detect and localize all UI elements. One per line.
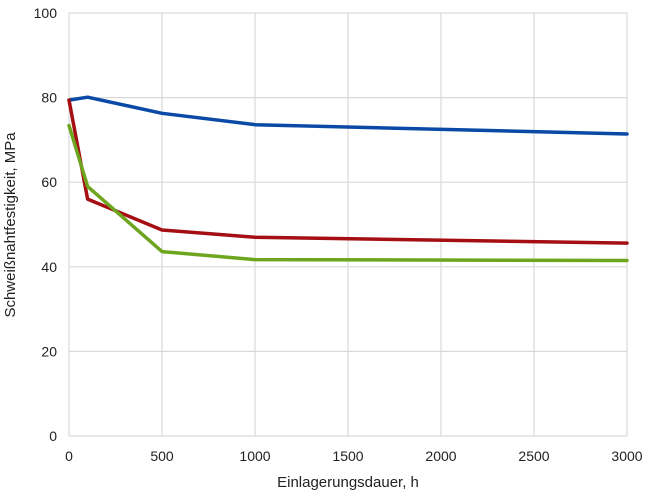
- y-axis-label: Schweißnahtfestigkeit, MPa: [2, 132, 19, 318]
- x-tick-label: 1000: [239, 448, 270, 464]
- x-tick-label: 2000: [425, 448, 456, 464]
- y-tick-label: 0: [49, 428, 57, 444]
- x-tick-label: 1500: [332, 448, 363, 464]
- x-tick-labels: 0 500 1000 1500 2000 2500 3000: [65, 448, 643, 464]
- x-axis-label: Einlagerungsdauer, h: [277, 474, 419, 491]
- y-tick-label: 20: [41, 343, 57, 359]
- series-lines: [67, 95, 629, 263]
- x-tick-label: 3000: [611, 448, 642, 464]
- x-tick-label: 0: [65, 448, 73, 464]
- y-tick-label: 60: [41, 174, 57, 190]
- series-line-3: [67, 123, 629, 263]
- y-tick-label: 80: [41, 90, 57, 106]
- y-tick-labels: 0 20 40 60 80 100: [34, 5, 58, 444]
- x-tick-label: 2500: [518, 448, 549, 464]
- grid: [68, 12, 628, 437]
- y-tick-label: 40: [41, 259, 57, 275]
- x-tick-label: 500: [150, 448, 174, 464]
- y-tick-label: 100: [34, 5, 58, 21]
- series-line-1: [67, 95, 629, 136]
